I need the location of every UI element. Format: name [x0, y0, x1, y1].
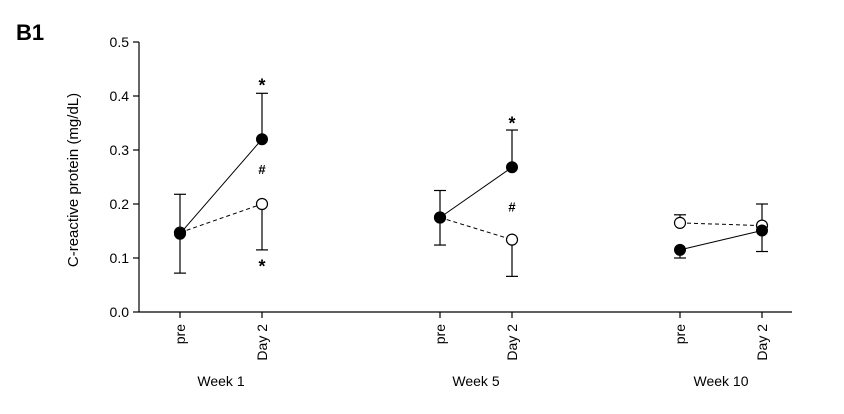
filled-point — [506, 161, 518, 174]
significance-mark: # — [508, 200, 516, 215]
y-axis-label: C-reactive protein (mg/dL) — [65, 93, 82, 267]
y-tick-label: 0.1 — [110, 250, 130, 266]
filled-series-line — [679, 229, 763, 251]
group-label: Week 1 — [197, 373, 244, 389]
group-label: Week 10 — [694, 373, 749, 389]
x-tick-label: pre — [432, 324, 448, 344]
open-point — [255, 197, 269, 211]
open-series-line — [179, 203, 263, 234]
significance-mark: # — [258, 162, 266, 177]
x-tick-label: Day 2 — [754, 324, 770, 361]
open-point — [673, 216, 687, 229]
y-tick-label: 0.0 — [110, 304, 130, 320]
filled-point — [256, 133, 268, 146]
open-series-line — [439, 217, 513, 241]
data-marks: * # * * # — [173, 76, 769, 277]
x-tick-label: pre — [172, 324, 188, 344]
filled-point — [674, 243, 686, 256]
y-tick-label: 0.3 — [110, 142, 130, 158]
filled-point — [174, 227, 186, 240]
filled-point — [434, 211, 446, 224]
open-point — [505, 233, 519, 246]
y-tick-label: 0.4 — [110, 88, 130, 104]
x-tick-label: Day 2 — [254, 324, 270, 361]
y-tick-label: 0.5 — [110, 34, 130, 50]
filled-series-line — [439, 166, 513, 218]
significance-mark: * — [258, 76, 265, 96]
x-tick-label: pre — [672, 324, 688, 344]
x-tick-label: Day 2 — [504, 324, 520, 361]
y-tick-label: 0.2 — [110, 196, 130, 212]
significance-mark: * — [508, 113, 515, 133]
significance-mark: * — [258, 256, 265, 276]
axes: 0.0 0.1 0.2 0.3 0.4 0.5 pre Day 2 Week 1 pre Day 2… — [110, 34, 792, 389]
filled-series-line — [179, 138, 263, 235]
open-series-line — [679, 222, 763, 227]
filled-point — [756, 224, 768, 237]
group-label: Week 5 — [452, 373, 499, 389]
panel-label: B1 — [16, 20, 44, 45]
